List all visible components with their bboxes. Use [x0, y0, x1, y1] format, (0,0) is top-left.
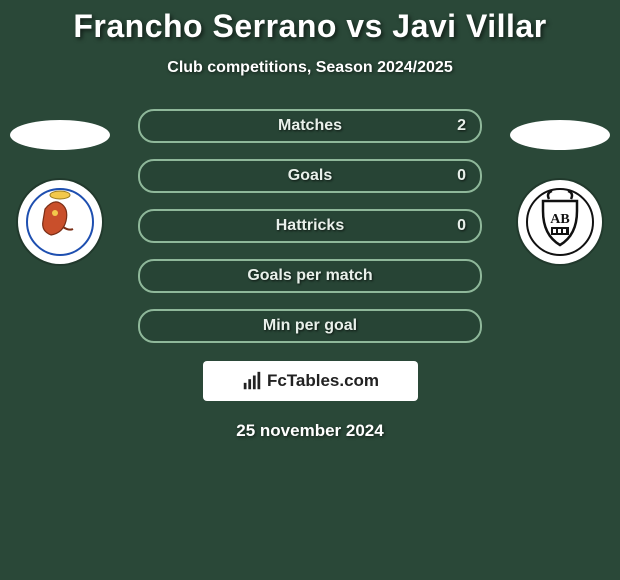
left-player-placeholder: [10, 120, 110, 150]
stat-row-matches: Matches 2: [138, 109, 482, 143]
svg-text:AB: AB: [550, 212, 569, 227]
stat-value: 2: [457, 117, 466, 135]
stat-label: Goals per match: [247, 267, 372, 285]
stat-label: Matches: [278, 117, 342, 135]
right-player-placeholder: [510, 120, 610, 150]
source-badge-text: FcTables.com: [267, 371, 379, 391]
stat-row-hattricks: Hattricks 0: [138, 209, 482, 243]
albacete-crest-icon: AB: [525, 187, 595, 257]
barchart-icon: [241, 370, 263, 392]
stat-label: Hattricks: [276, 217, 344, 235]
stat-row-min-per-goal: Min per goal: [138, 309, 482, 343]
date-text: 25 november 2024: [0, 421, 620, 441]
left-team-crest: [18, 180, 102, 264]
right-player-column: AB: [510, 120, 610, 264]
zaragoza-crest-icon: [25, 187, 95, 257]
stat-label: Goals: [288, 167, 332, 185]
stat-row-goals: Goals 0: [138, 159, 482, 193]
stat-row-goals-per-match: Goals per match: [138, 259, 482, 293]
source-badge[interactable]: FcTables.com: [203, 361, 418, 401]
comparison-card: Francho Serrano vs Javi Villar Club comp…: [0, 0, 620, 580]
page-title: Francho Serrano vs Javi Villar: [0, 0, 620, 45]
page-subtitle: Club competitions, Season 2024/2025: [0, 59, 620, 77]
stat-value: 0: [457, 167, 466, 185]
source-badge-container: FcTables.com: [0, 361, 620, 401]
right-team-crest: AB: [518, 180, 602, 264]
left-player-column: [10, 120, 110, 264]
stat-label: Min per goal: [263, 317, 357, 335]
stat-value: 0: [457, 217, 466, 235]
